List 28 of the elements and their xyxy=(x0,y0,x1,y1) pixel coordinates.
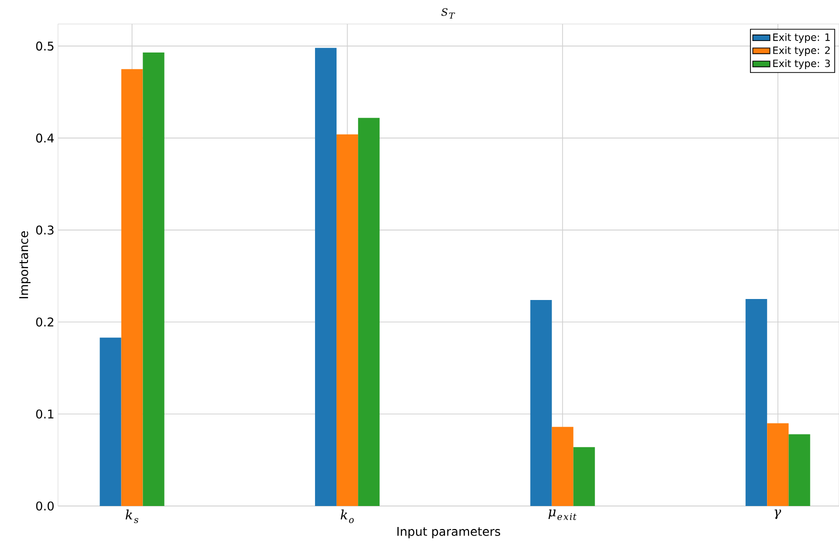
legend-label: Exit type: 1 xyxy=(773,33,830,43)
bar xyxy=(552,426,574,506)
bar xyxy=(767,423,789,506)
bar xyxy=(142,52,164,506)
chart-title: $S_T$ xyxy=(441,8,456,18)
y-tick-label: 0.4 xyxy=(36,134,54,143)
y-axis-title: Importance xyxy=(19,231,31,298)
y-tick-label: 0.0 xyxy=(36,501,54,511)
x-tick-label: $k_o$ xyxy=(340,510,354,524)
y-tick-label: 0.2 xyxy=(36,317,54,327)
legend-label: Exit type: 2 xyxy=(773,46,830,56)
bar xyxy=(573,447,595,506)
y-tick-label: 0.5 xyxy=(36,42,54,51)
bar xyxy=(121,69,143,506)
y-tick-label: 0.1 xyxy=(36,409,54,419)
bar xyxy=(788,434,810,506)
bar xyxy=(315,48,337,506)
bar xyxy=(358,118,380,506)
x-tick-label: $\gamma$ xyxy=(774,510,782,519)
bar xyxy=(530,300,552,506)
x-axis-title: Input parameters xyxy=(397,527,500,538)
bar xyxy=(336,134,358,506)
bar xyxy=(100,338,122,506)
legend-label: Exit type: 3 xyxy=(773,59,830,70)
x-tick-label: $\mu_{exit}$ xyxy=(548,510,577,520)
y-tick-label: 0.3 xyxy=(36,226,54,235)
x-tick-label: $k_s$ xyxy=(126,510,138,524)
bar xyxy=(746,299,768,506)
